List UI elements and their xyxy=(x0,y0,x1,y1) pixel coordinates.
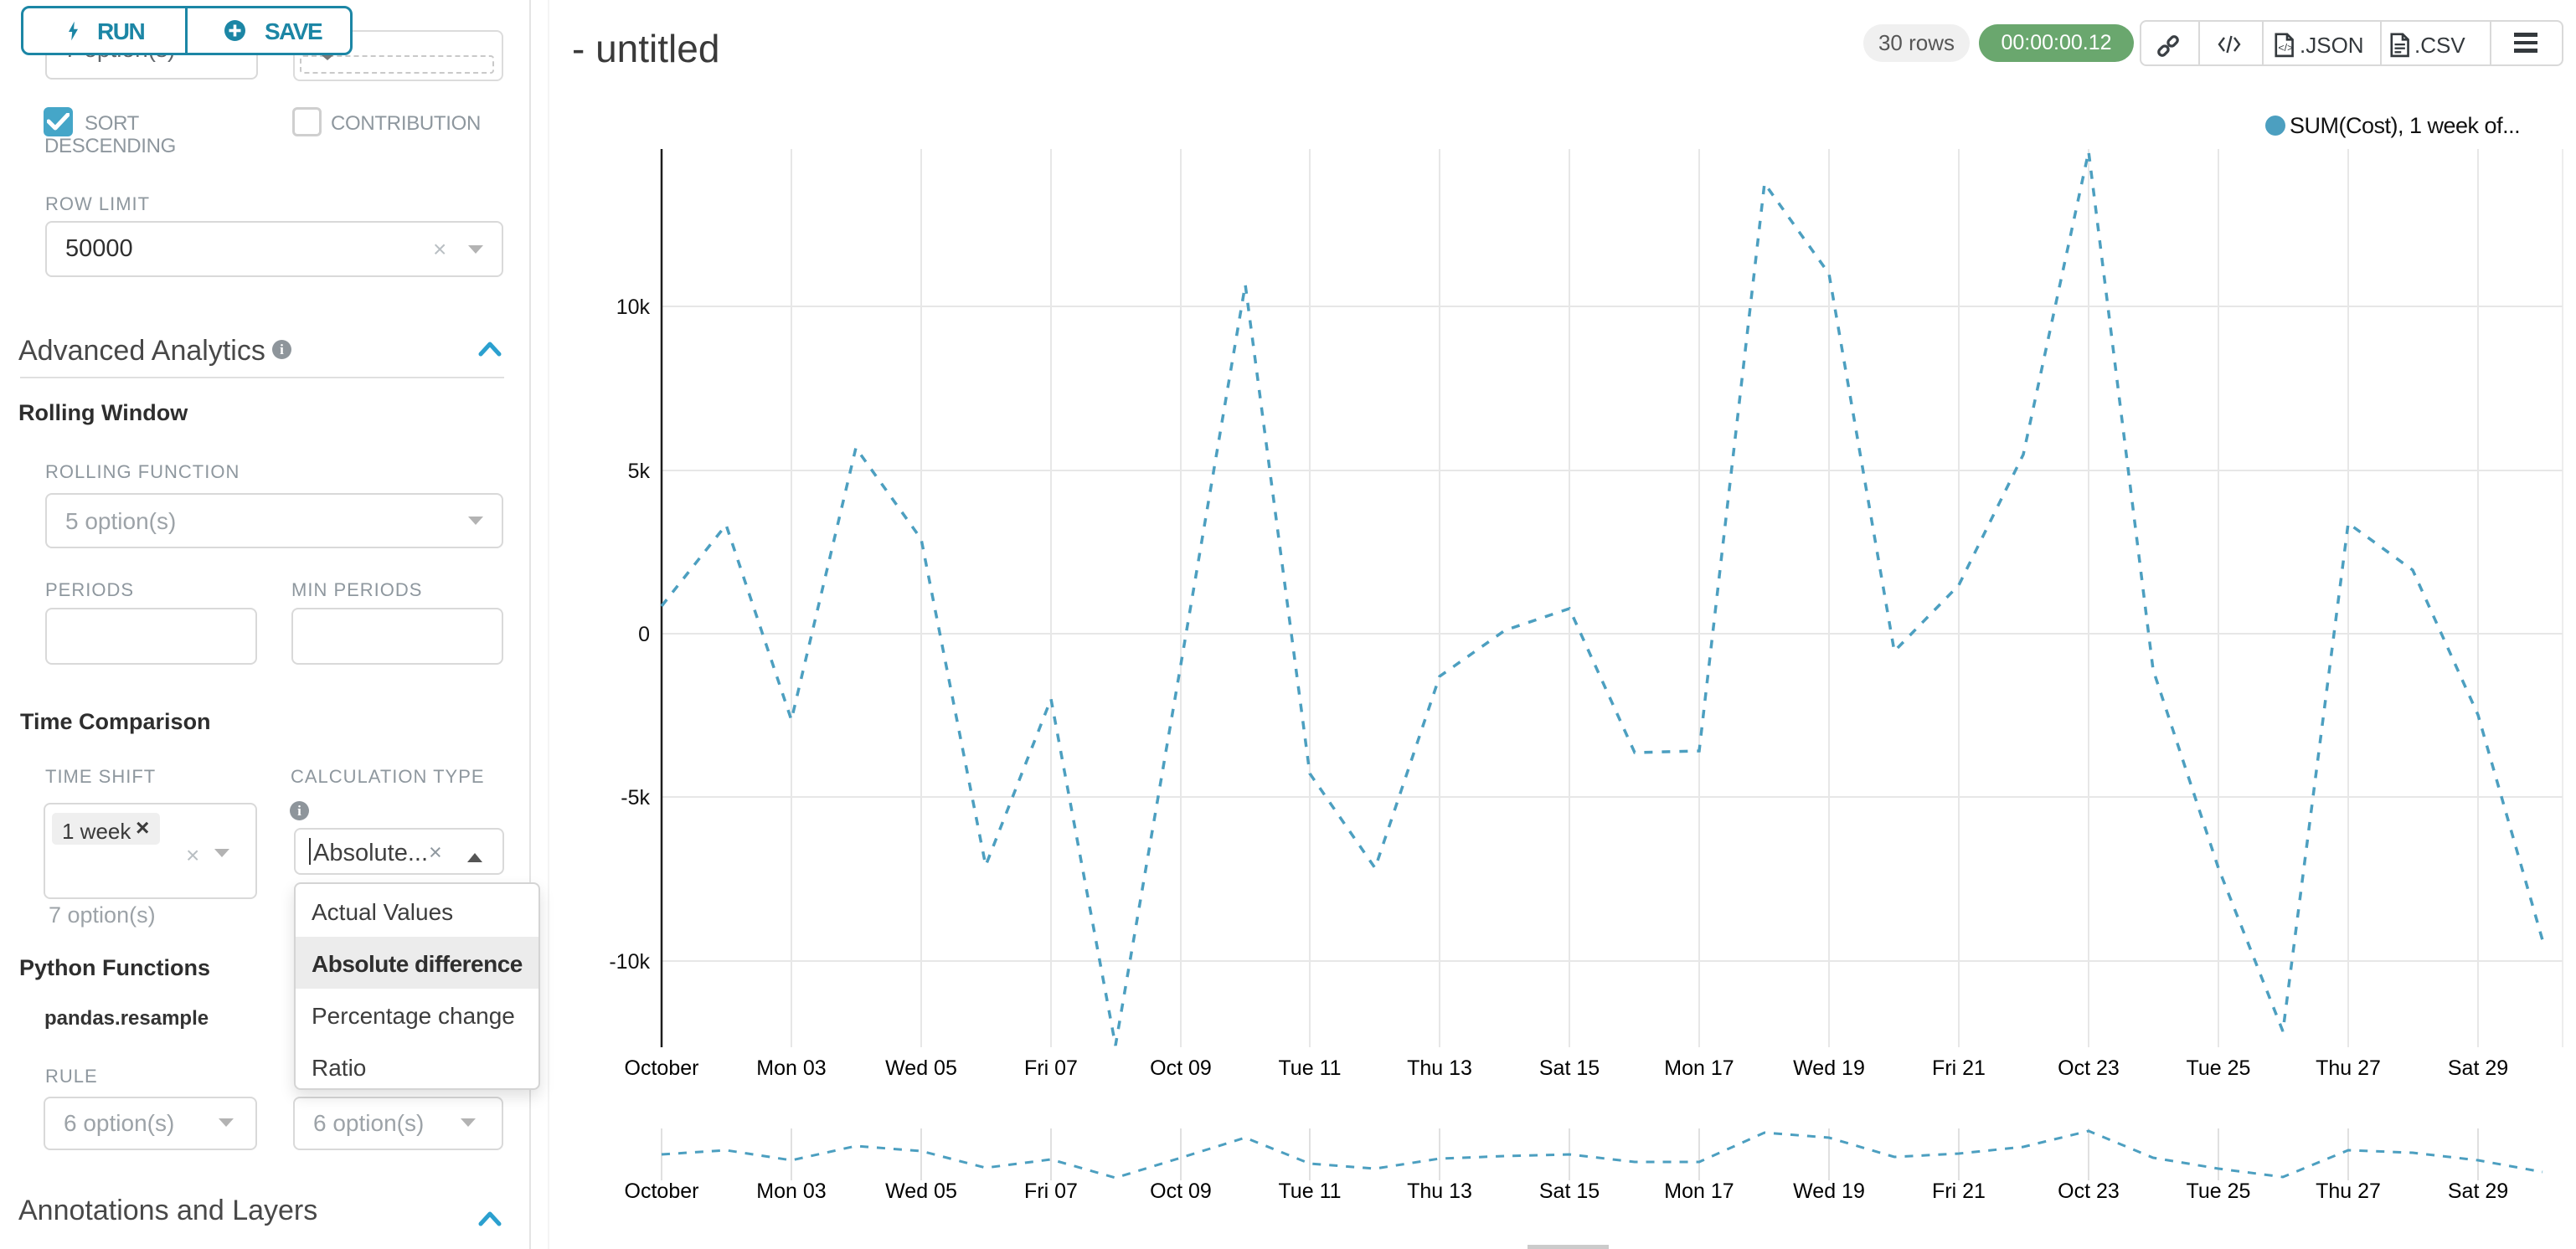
svg-text:Thu 13: Thu 13 xyxy=(1407,1180,1472,1203)
svg-text:-10k: -10k xyxy=(609,950,650,974)
svg-text:Wed 05: Wed 05 xyxy=(885,1180,957,1203)
svg-text:Thu 13: Thu 13 xyxy=(1407,1056,1472,1080)
svg-text:SUM(Cost), 1 week of...: SUM(Cost), 1 week of... xyxy=(2290,113,2520,138)
svg-text:Sat 29: Sat 29 xyxy=(2448,1056,2508,1080)
svg-text:</>: </> xyxy=(2278,42,2293,54)
svg-text:Fri 07: Fri 07 xyxy=(1024,1056,1078,1080)
svg-text:Mon 17: Mon 17 xyxy=(1664,1056,1734,1080)
svg-text:Tue 11: Tue 11 xyxy=(1278,1056,1341,1080)
svg-text:-5k: -5k xyxy=(621,786,650,810)
svg-text:Fri 07: Fri 07 xyxy=(1024,1180,1078,1203)
svg-text:October: October xyxy=(625,1056,699,1080)
svg-text:Wed 19: Wed 19 xyxy=(1793,1056,1865,1080)
svg-text:Thu 27: Thu 27 xyxy=(2316,1180,2381,1203)
svg-text:10k: 10k xyxy=(616,296,651,319)
svg-text:Mon 03: Mon 03 xyxy=(756,1180,826,1203)
svg-text:Thu 27: Thu 27 xyxy=(2316,1056,2381,1080)
svg-text:Oct 23: Oct 23 xyxy=(2058,1180,2120,1203)
svg-text:Wed 19: Wed 19 xyxy=(1793,1180,1865,1203)
svg-text:Fri 21: Fri 21 xyxy=(1932,1056,1986,1080)
svg-text:Sat 15: Sat 15 xyxy=(1539,1056,1600,1080)
svg-text:Fri 21: Fri 21 xyxy=(1932,1180,1986,1203)
svg-text:5k: 5k xyxy=(628,460,651,483)
svg-text:Oct 23: Oct 23 xyxy=(2058,1056,2120,1080)
svg-text:Tue 11: Tue 11 xyxy=(1278,1180,1341,1203)
svg-text:Mon 17: Mon 17 xyxy=(1664,1180,1734,1203)
svg-text:Mon 03: Mon 03 xyxy=(756,1056,826,1080)
svg-text:Sat 15: Sat 15 xyxy=(1539,1180,1600,1203)
svg-text:Tue 25: Tue 25 xyxy=(2187,1056,2251,1080)
svg-text:Wed 05: Wed 05 xyxy=(885,1056,957,1080)
svg-text:Oct 09: Oct 09 xyxy=(1150,1180,1212,1203)
svg-text:October: October xyxy=(625,1180,699,1203)
svg-text:Oct 09: Oct 09 xyxy=(1150,1056,1212,1080)
svg-text:Tue 25: Tue 25 xyxy=(2187,1180,2251,1203)
svg-text:0: 0 xyxy=(638,623,650,646)
svg-text:Sat 29: Sat 29 xyxy=(2448,1180,2508,1203)
